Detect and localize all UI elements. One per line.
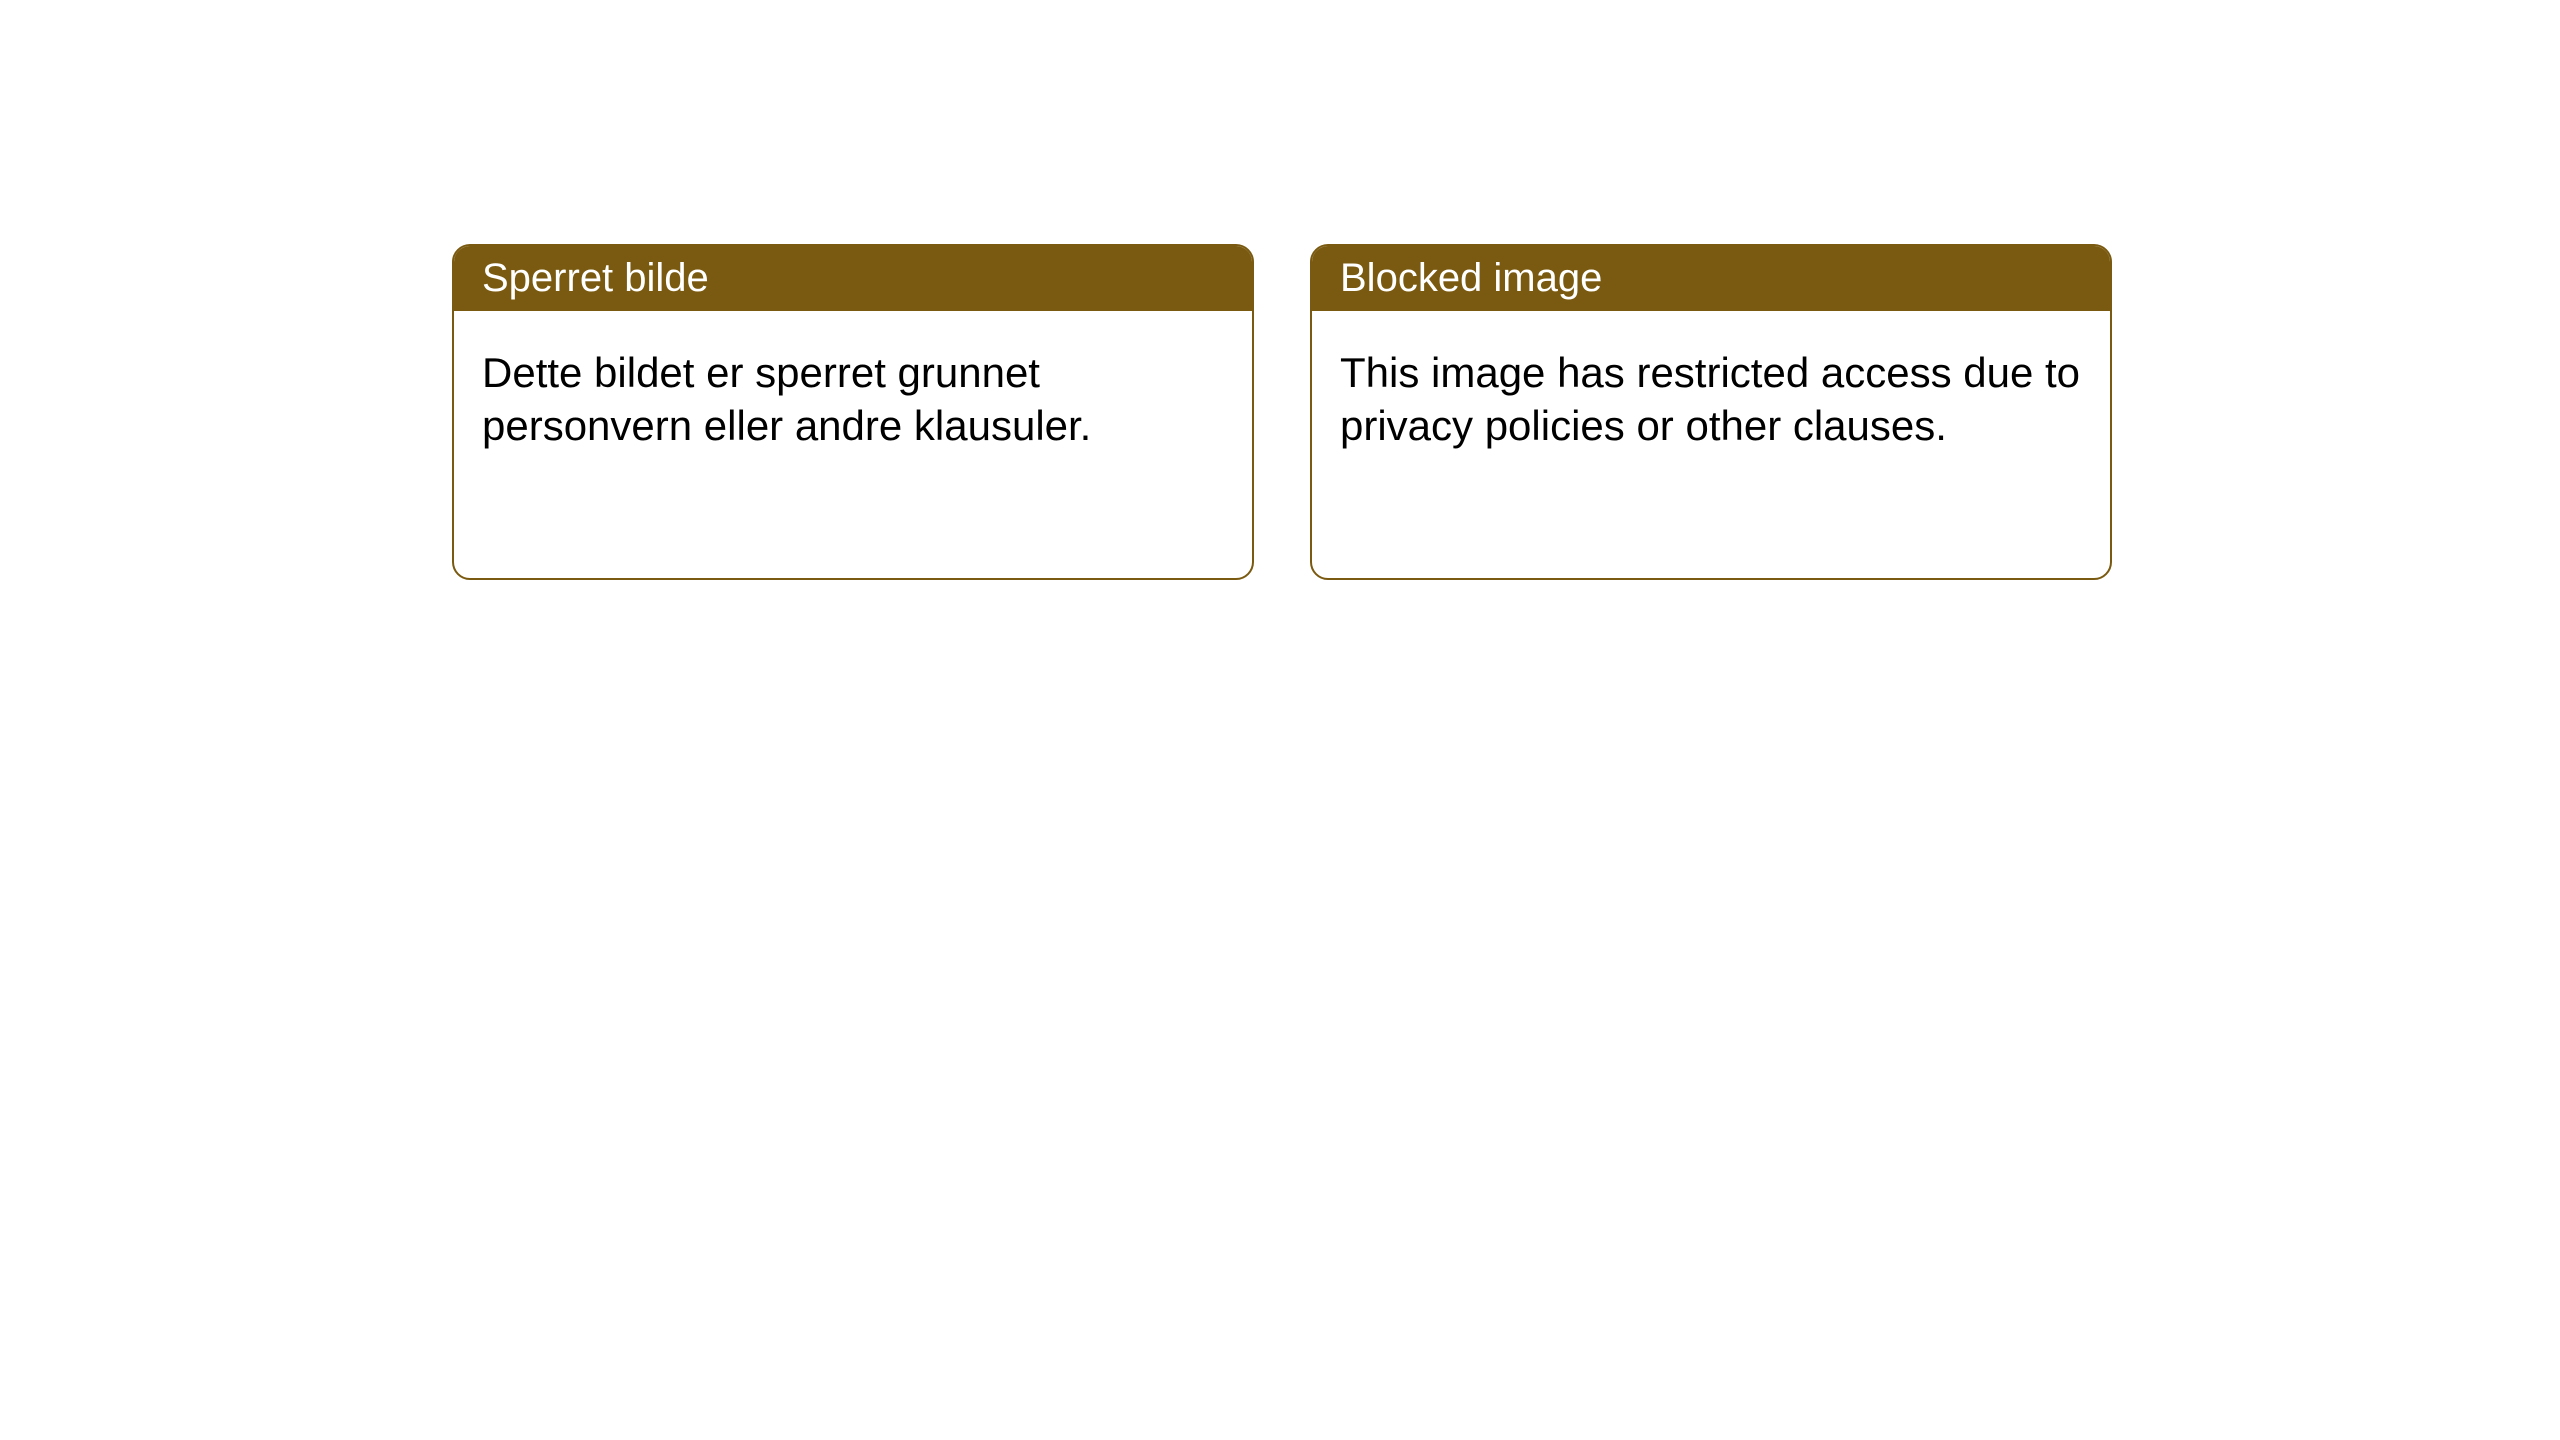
notice-body: This image has restricted access due to … <box>1312 311 2110 488</box>
notice-header: Sperret bilde <box>454 246 1252 311</box>
notice-container: Sperret bilde Dette bildet er sperret gr… <box>0 0 2560 580</box>
notice-title: Blocked image <box>1340 256 1602 300</box>
notice-card-norwegian: Sperret bilde Dette bildet er sperret gr… <box>452 244 1254 580</box>
notice-header: Blocked image <box>1312 246 2110 311</box>
notice-text: This image has restricted access due to … <box>1340 349 2080 449</box>
notice-title: Sperret bilde <box>482 256 709 300</box>
notice-text: Dette bildet er sperret grunnet personve… <box>482 349 1091 449</box>
notice-body: Dette bildet er sperret grunnet personve… <box>454 311 1252 488</box>
notice-card-english: Blocked image This image has restricted … <box>1310 244 2112 580</box>
